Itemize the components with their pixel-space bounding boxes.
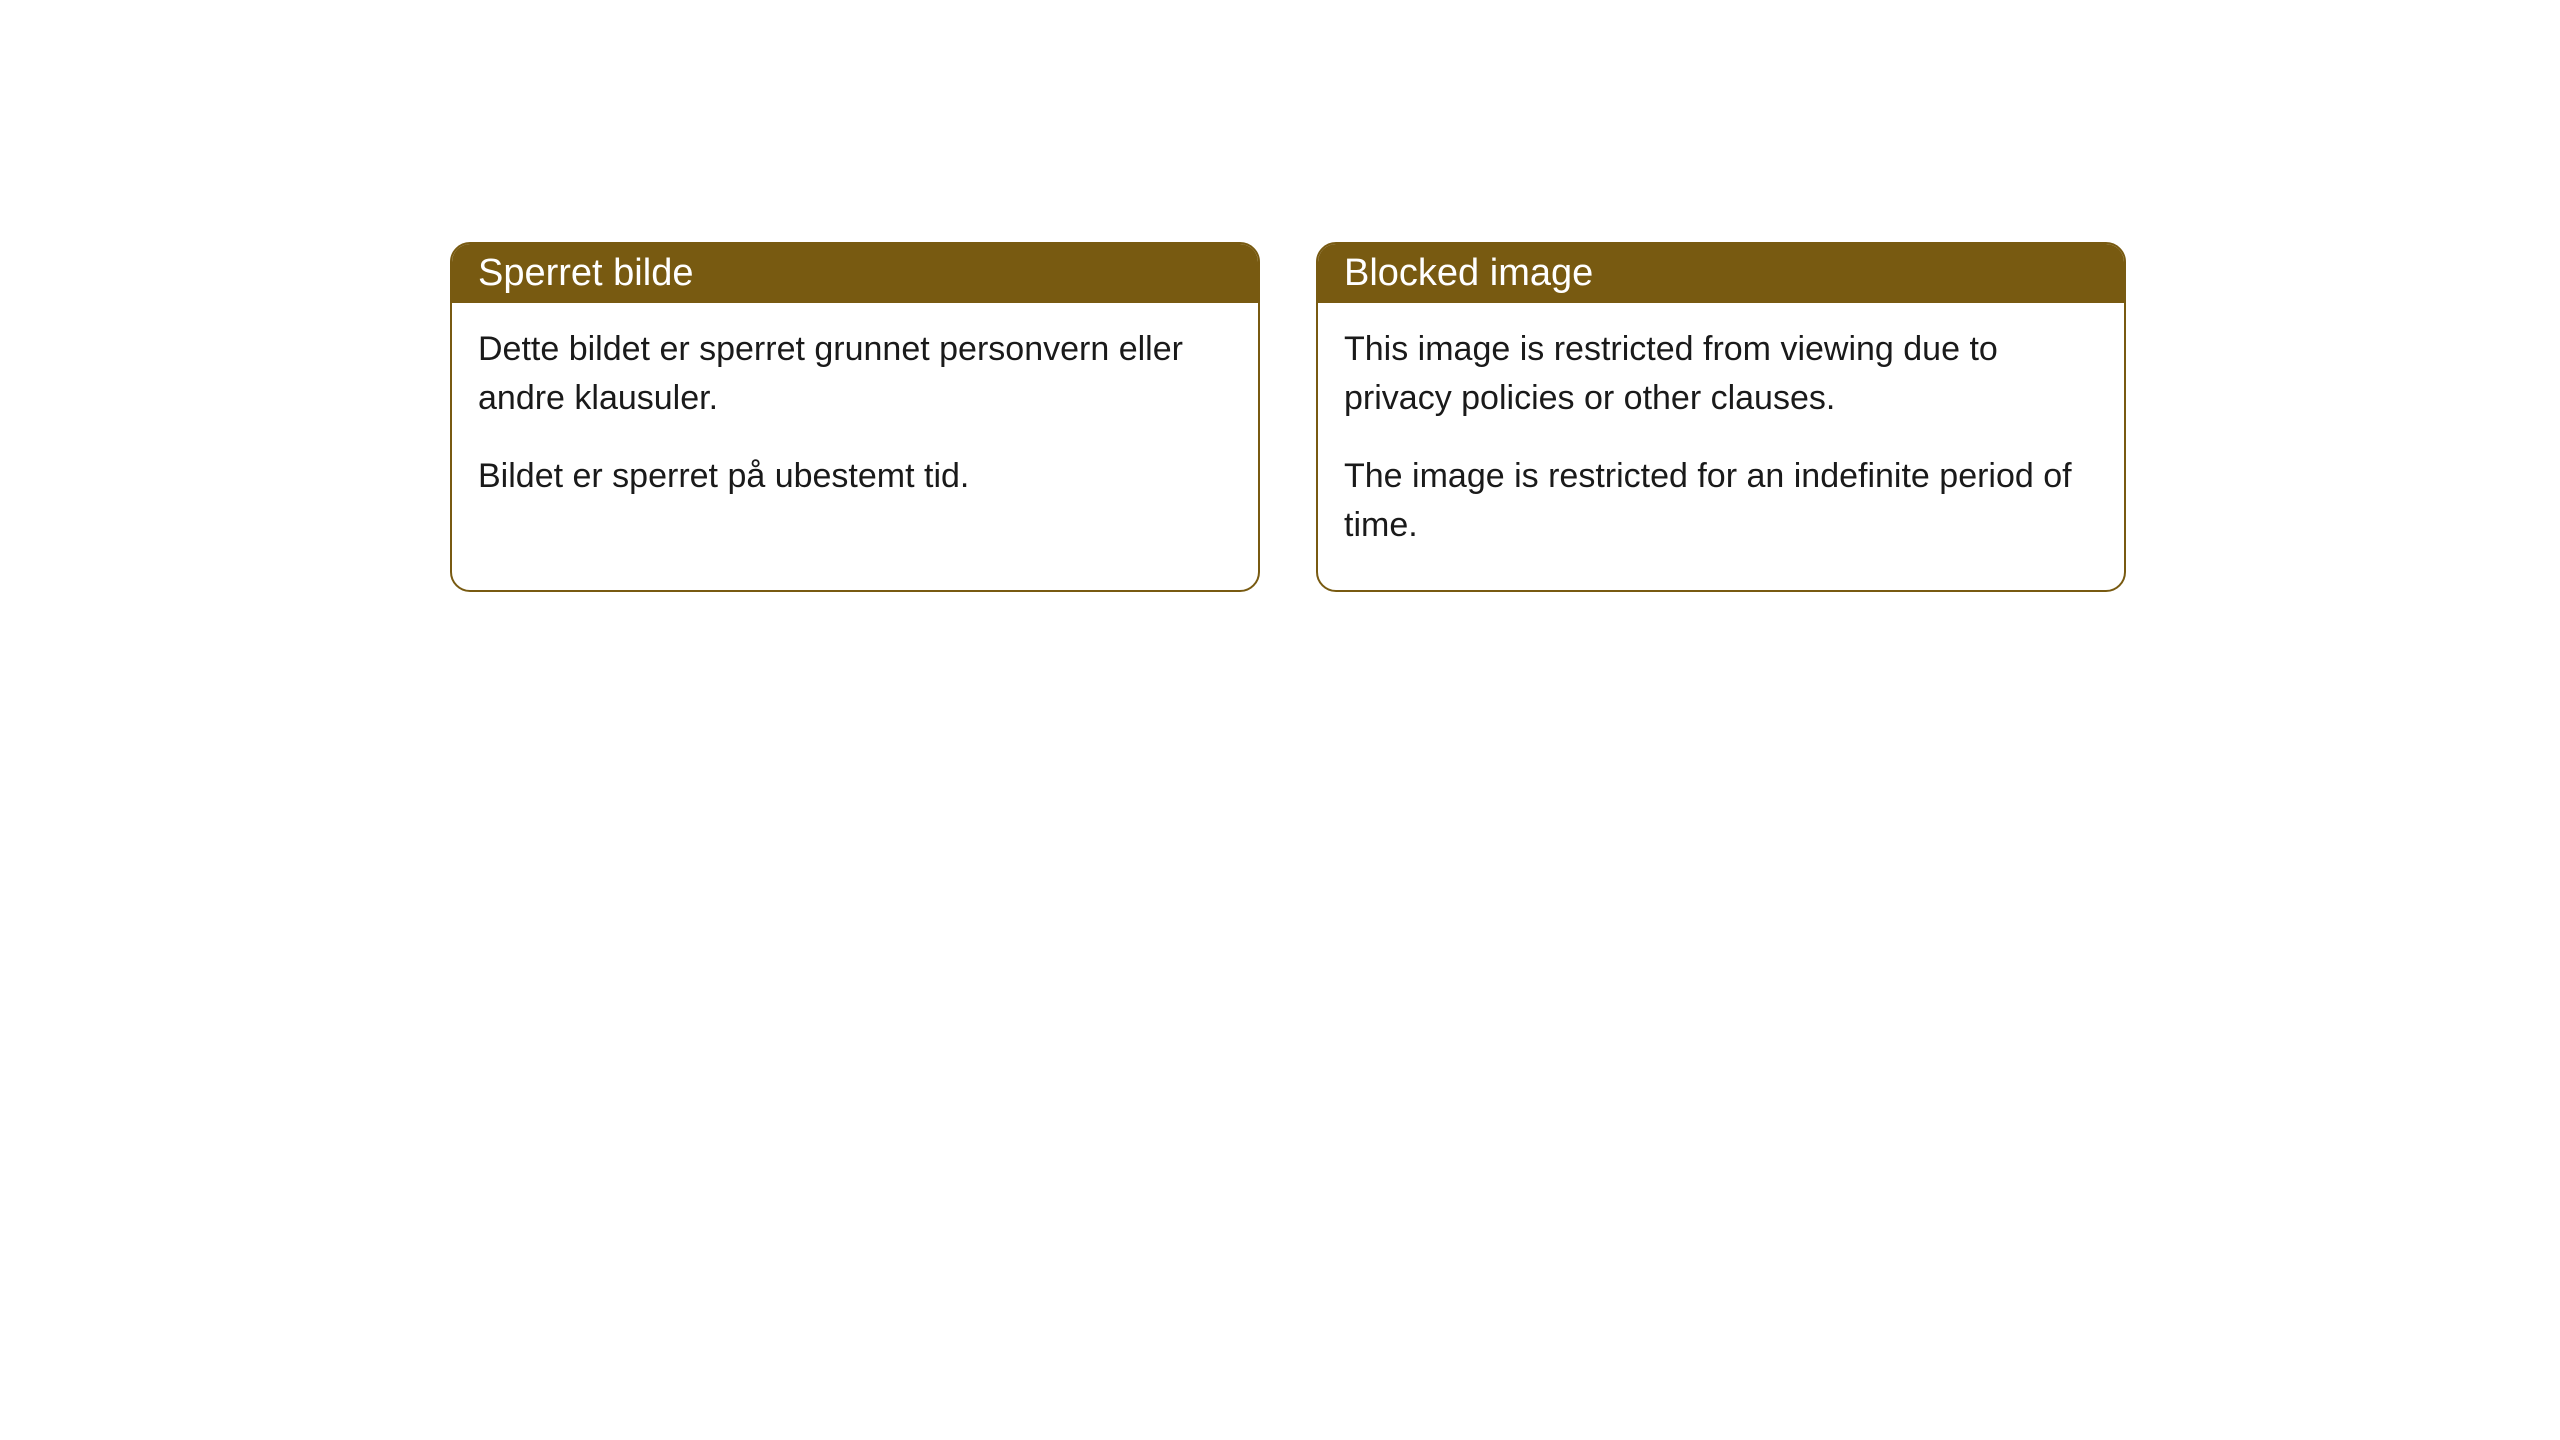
card-header: Blocked image [1318,244,2124,303]
card-paragraph: Dette bildet er sperret grunnet personve… [478,325,1232,424]
notice-cards-container: Sperret bilde Dette bildet er sperret gr… [450,242,2560,592]
card-header: Sperret bilde [452,244,1258,303]
card-title: Sperret bilde [478,252,693,294]
blocked-image-card-english: Blocked image This image is restricted f… [1316,242,2126,592]
card-body: This image is restricted from viewing du… [1318,303,2124,590]
card-paragraph: This image is restricted from viewing du… [1344,325,2098,424]
card-title: Blocked image [1344,252,1593,294]
blocked-image-card-norwegian: Sperret bilde Dette bildet er sperret gr… [450,242,1260,592]
card-body: Dette bildet er sperret grunnet personve… [452,303,1258,541]
card-paragraph: Bildet er sperret på ubestemt tid. [478,452,1232,501]
card-paragraph: The image is restricted for an indefinit… [1344,452,2098,551]
